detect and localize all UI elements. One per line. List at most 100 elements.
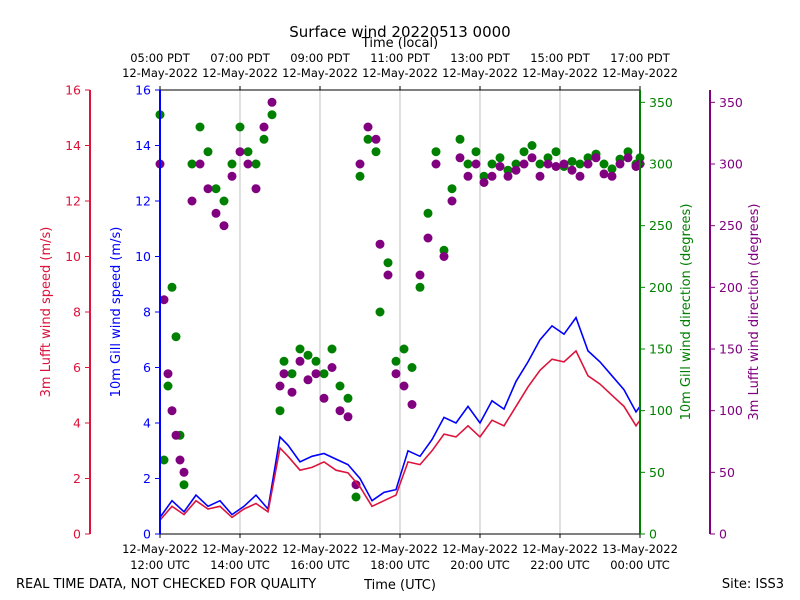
- lufft_dir-tick-label: 350: [719, 95, 743, 110]
- series-point-3: [227, 171, 237, 181]
- series-point-2: [275, 406, 285, 416]
- series-point-2: [487, 159, 497, 169]
- series-point-2: [371, 147, 381, 157]
- series-point-2: [311, 356, 321, 366]
- x-tick-label-date: 13-May-2022: [602, 542, 678, 556]
- series-point-3: [203, 184, 213, 194]
- series-point-2: [543, 153, 553, 163]
- series-point-2: [567, 157, 577, 166]
- gill_dir-tick-label: 250: [649, 218, 673, 233]
- lufft_speed-tick-label: 14: [65, 138, 81, 153]
- series-point-3: [415, 270, 425, 280]
- series-point-2: [535, 159, 545, 169]
- x-tick-label-date: 12-May-2022: [202, 542, 278, 556]
- series-point-2: [279, 356, 289, 366]
- series-point-2: [303, 350, 313, 360]
- series-point-2: [251, 159, 261, 169]
- series-point-3: [167, 406, 177, 416]
- series-point-2: [407, 363, 417, 372]
- x2-tick-label-date: 12-May-2022: [602, 66, 678, 80]
- series-point-2: [551, 147, 561, 157]
- series-point-2: [171, 332, 181, 342]
- series-point-2: [511, 159, 521, 169]
- series-point-3: [623, 153, 633, 163]
- gill_dir-tick-label: 0: [649, 527, 657, 542]
- series-point-2: [219, 196, 229, 206]
- x2-tick-label-date: 12-May-2022: [522, 66, 598, 80]
- series-point-2: [463, 159, 473, 169]
- gill_speed-tick-label: 10: [135, 249, 151, 264]
- lufft_dir-tick-label: 50: [719, 465, 735, 480]
- series-point-3: [219, 221, 229, 231]
- series-point-2: [391, 356, 401, 366]
- x-tick-label-time: 14:00 UTC: [210, 558, 270, 572]
- lufft_speed-tick-label: 12: [65, 194, 81, 209]
- series-point-2: [163, 381, 173, 391]
- series-point-3: [235, 147, 245, 157]
- series-point-2: [431, 147, 441, 157]
- series-point-3: [527, 153, 537, 163]
- x2-tick-label-time: 15:00 PDT: [530, 51, 591, 65]
- lufft_speed-tick-label: 0: [73, 527, 81, 542]
- series-point-3: [171, 430, 181, 440]
- x-tick-label-time: 16:00 UTC: [290, 558, 350, 572]
- series-point-2: [235, 122, 245, 132]
- gill_dir-tick-label: 200: [649, 280, 673, 295]
- gill_dir-tick-label: 300: [649, 157, 673, 172]
- series-point-2: [287, 369, 297, 379]
- x2-tick-label-time: 13:00 PDT: [450, 51, 511, 65]
- site-label: Site: ISS3: [722, 577, 784, 592]
- series-point-3: [487, 171, 497, 181]
- lufft_dir-tick-label: 300: [719, 157, 743, 172]
- series-point-2: [479, 171, 489, 181]
- chart-title: Surface wind 20220513 0000: [289, 23, 510, 41]
- series-point-3: [559, 159, 569, 169]
- lufft_speed-tick-label: 2: [73, 471, 81, 486]
- lufft_dir-tick-label: 200: [719, 280, 743, 295]
- series-point-3: [599, 169, 609, 179]
- x2-tick-label-date: 12-May-2022: [362, 66, 438, 80]
- series-point-2: [195, 122, 205, 132]
- lufft_speed-tick-label: 10: [65, 249, 81, 264]
- grid-lines: [239, 90, 561, 534]
- series-point-3: [187, 196, 197, 206]
- series-point-2: [243, 147, 253, 157]
- x2-tick-label-date: 12-May-2022: [122, 66, 198, 80]
- series-point-2: [343, 393, 353, 403]
- x-tick-label-time: 00:00 UTC: [610, 558, 670, 572]
- axes-layer: 12-May-2022 12:00 UTC 12-May-2022 14:00 UTC…: [39, 51, 762, 572]
- lufft_dir-tick-label: 100: [719, 403, 743, 418]
- x-tick-label-date: 12-May-2022: [442, 542, 518, 556]
- gill_speed-tick-label: 4: [143, 416, 151, 431]
- series-point-3: [511, 165, 521, 175]
- series-point-3: [423, 233, 433, 243]
- series-point-3: [319, 393, 329, 403]
- series-point-2: [383, 258, 393, 268]
- series-point-3: [439, 252, 449, 261]
- gill_dir-axis-label: 10m Gill wind direction (degrees): [679, 204, 694, 421]
- series-point-2: [471, 147, 481, 157]
- series-point-2: [375, 307, 385, 317]
- series-point-3: [471, 159, 481, 169]
- series-point-3: [363, 122, 373, 132]
- series-point-3: [455, 153, 465, 163]
- series-point-2: [227, 159, 237, 169]
- series-point-3: [279, 369, 289, 379]
- series-point-2: [179, 480, 189, 490]
- series-point-3: [583, 159, 593, 169]
- series-point-3: [335, 406, 345, 416]
- x-tick-label-time: 22:00 UTC: [530, 558, 590, 572]
- gill_speed-tick-label: 14: [135, 138, 151, 153]
- series-point-3: [463, 171, 473, 181]
- series-point-3: [431, 159, 441, 169]
- series-point-2: [399, 344, 409, 354]
- quality-disclaimer: REAL TIME DATA, NOT CHECKED FOR QUALITY: [16, 577, 316, 592]
- series-point-2: [415, 282, 425, 292]
- series-point-3: [251, 184, 261, 194]
- series-point-3: [295, 356, 305, 366]
- gill_speed-tick-label: 6: [143, 360, 151, 375]
- series-point-3: [495, 162, 505, 171]
- series-point-2: [363, 134, 373, 144]
- series-point-3: [607, 171, 617, 181]
